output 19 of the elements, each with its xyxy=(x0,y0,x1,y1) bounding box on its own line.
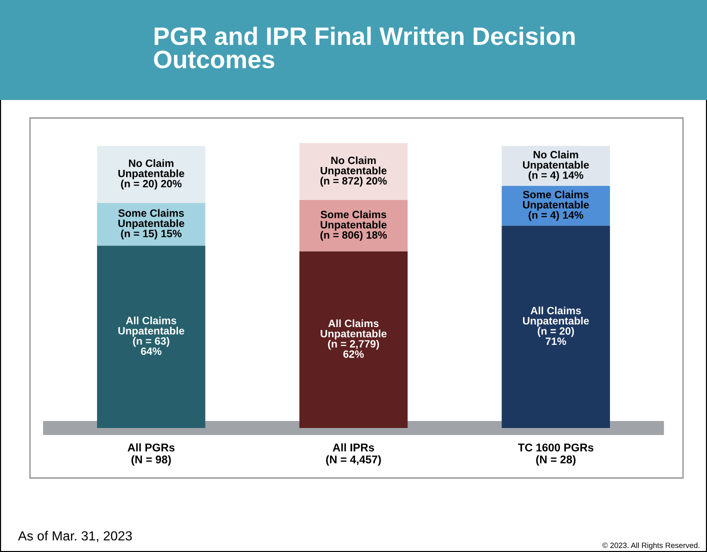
x-tick-label: TC 1600 PGRs (N = 28) xyxy=(518,444,594,466)
data-label: Some Claims Unpatentable (n = 806) 18% xyxy=(320,210,387,241)
bar xyxy=(502,226,610,428)
data-label: All Claims Unpatentable (n = 20) 71% xyxy=(523,306,589,345)
x-tick-label: All PGRs (N = 98) xyxy=(128,443,174,466)
data-label: No Claim Unpatentable (n = 872) 20% xyxy=(320,156,387,187)
bar xyxy=(97,146,206,203)
bar xyxy=(299,143,408,200)
data-label: No Claim Unpatentable (n = 4) 14% xyxy=(523,150,589,181)
data-label: Some Claims Unpatentable (n = 15) 15% xyxy=(118,209,184,240)
data-label: No Claim Unpatentable (n = 20) 20% xyxy=(118,159,184,190)
text: As of Mar. 31, 2023 xyxy=(18,530,132,542)
bar xyxy=(299,251,408,428)
bar xyxy=(97,246,206,428)
chart-title: PGR and IPR Final Written Decision Outcomes xyxy=(154,26,575,68)
x-tick-label: All IPRs (N = 4,457) xyxy=(326,443,381,466)
data-label: All Claims Unpatentable (n = 2,779) 62% xyxy=(320,319,387,358)
data-label: Some Claims Unpatentable (n = 4) 14% xyxy=(522,190,589,221)
data-label: All Claims Unpatentable (n = 63) 64% xyxy=(118,316,184,355)
